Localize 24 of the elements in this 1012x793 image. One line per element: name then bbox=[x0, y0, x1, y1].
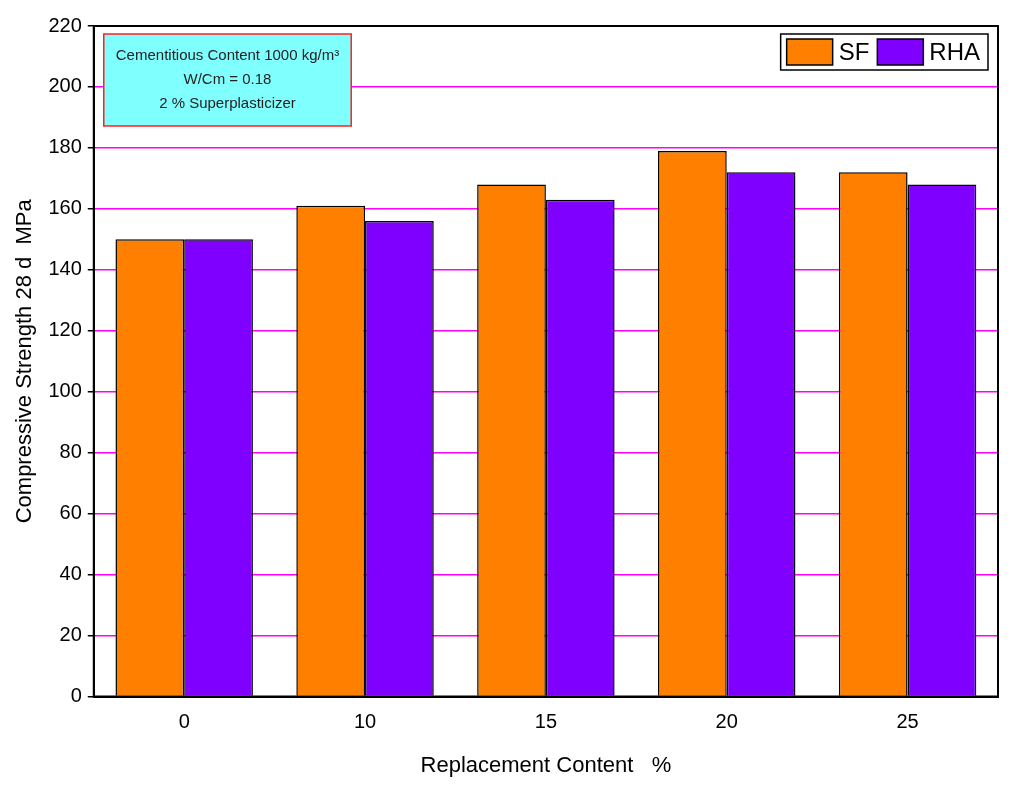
y-tick-label: 20 bbox=[59, 623, 82, 646]
annotation: W/Cm = 0.18 bbox=[183, 70, 272, 88]
y-tick-label: 140 bbox=[48, 257, 82, 280]
annotation: 2 % Superplasticizer bbox=[159, 94, 296, 112]
x-tick-label: 0 bbox=[178, 710, 190, 733]
y-tick-label: 180 bbox=[48, 135, 82, 158]
x-tick-label: 25 bbox=[896, 710, 919, 733]
y-tick-label: 100 bbox=[48, 379, 82, 402]
x-tick-label: 10 bbox=[353, 710, 377, 733]
y-tick-label: 40 bbox=[59, 562, 82, 585]
y-tick-label: 200 bbox=[48, 74, 82, 97]
legend-label: SF bbox=[838, 37, 870, 65]
y-tick-label: 220 bbox=[48, 13, 82, 36]
y-tick-label: 0 bbox=[70, 684, 82, 707]
y-tick-label: 160 bbox=[48, 196, 82, 219]
x-tick-label: 20 bbox=[715, 710, 738, 733]
legend-label: RHA bbox=[929, 37, 980, 65]
y-axis-title: Compressive Strength 28 d MPa bbox=[11, 198, 37, 524]
y-tick-label: 120 bbox=[48, 318, 82, 341]
x-tick-label: 15 bbox=[534, 710, 558, 733]
y-tick-label: 60 bbox=[59, 501, 82, 524]
y-tick-label: 80 bbox=[59, 440, 82, 463]
annotation: Cementitious Content 1000 kg/m³ bbox=[115, 46, 340, 64]
x-axis-title: Replacement Content % bbox=[420, 751, 672, 777]
